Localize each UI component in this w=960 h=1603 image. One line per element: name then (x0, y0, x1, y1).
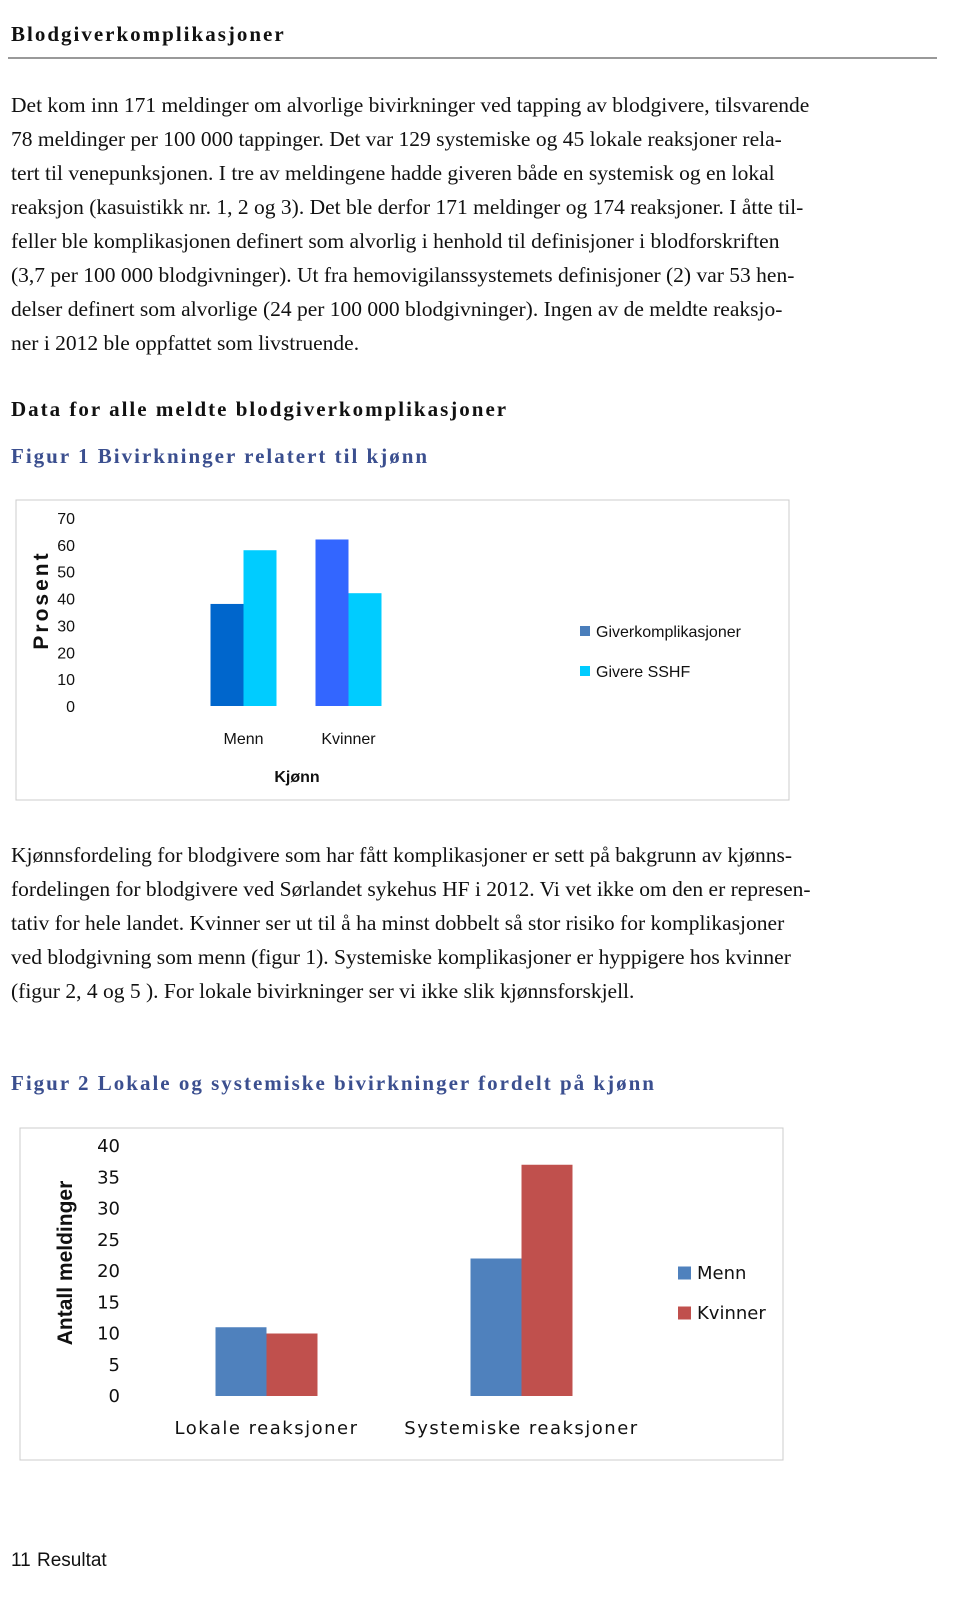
paragraph-line: feller ble komplikasjonen definert som a… (11, 229, 780, 253)
y-tick-label: 60 (57, 538, 75, 555)
bar (215, 1327, 267, 1396)
chart-frame (15, 499, 790, 801)
bar (266, 1333, 318, 1396)
legend-label: Givere SSHF (596, 664, 690, 681)
y-tick-label: 50 (57, 565, 75, 582)
legend-label: Giverkomplikasjoner (596, 624, 742, 641)
y-tick-label: 20 (57, 645, 75, 662)
paragraph-line: 78 meldinger per 100 000 tappinger. Det … (11, 127, 782, 151)
y-tick-label: 40 (97, 1136, 120, 1157)
y-tick-label: 5 (109, 1355, 120, 1376)
x-tick-label: Menn (223, 731, 263, 748)
y-tick-label: 25 (97, 1230, 120, 1251)
section-title: Data for alle meldte blodgiverkomplikasj… (11, 397, 508, 421)
y-tick-label: 15 (97, 1292, 120, 1313)
heading: Blodgiverkomplikasjoner (11, 22, 286, 46)
bar (348, 593, 382, 706)
paragraph-line: fordelingen for blodgivere ved Sørlandet… (11, 877, 811, 901)
y-axis-label: Antall meldinger (54, 1181, 77, 1346)
legend-swatch (580, 666, 590, 676)
figure-caption: Figur 2 Lokale og systemiske bivirkninge… (11, 1071, 656, 1095)
legend-swatch (678, 1306, 691, 1320)
y-tick-label: 0 (109, 1386, 120, 1407)
paragraph-line: tativ for hele landet. Kvinner ser ut ti… (11, 911, 784, 935)
figure-caption: Figur 1 Bivirkninger relatert til kjønn (11, 444, 429, 468)
page-number: 11 (11, 1550, 31, 1571)
legend-swatch (580, 626, 590, 636)
legend-label: Menn (697, 1263, 746, 1284)
bar (210, 603, 244, 706)
y-tick-label: 70 (57, 511, 75, 528)
y-axis-label: Prosent (30, 550, 53, 649)
paragraph-line: ved blodgivning som menn (figur 1). Syst… (11, 945, 791, 969)
bar (470, 1258, 522, 1396)
paragraph-line: Kjønnsfordeling for blodgivere som har f… (11, 843, 792, 867)
x-tick-label: Lokale reaksjoner (175, 1418, 359, 1439)
x-axis-label: Kjønn (274, 769, 319, 786)
y-tick-label: 10 (57, 672, 75, 689)
y-tick-label: 30 (97, 1199, 120, 1220)
paragraph-line: reaksjon (kasuistikk nr. 1, 2 og 3). Det… (11, 195, 803, 219)
x-tick-label: Systemiske reaksjoner (404, 1418, 638, 1439)
y-tick-label: 40 (57, 592, 75, 609)
paragraph-line: (3,7 per 100 000 blodgivninger). Ut fra … (11, 263, 794, 287)
y-tick-label: 10 (97, 1324, 120, 1345)
bar (521, 1164, 573, 1396)
legend-label: Kvinner (697, 1303, 766, 1324)
bar (243, 550, 277, 706)
y-tick-label: 20 (97, 1261, 120, 1282)
x-tick-label: Kvinner (321, 731, 376, 748)
paragraph-line: (figur 2, 4 og 5 ). For lokale bivirknin… (11, 979, 634, 1003)
legend-swatch (678, 1266, 691, 1280)
bar (315, 539, 349, 706)
paragraph-line: delser definert som alvorlige (24 per 10… (11, 297, 782, 321)
y-tick-label: 35 (97, 1167, 120, 1188)
y-tick-label: 0 (66, 699, 75, 716)
paragraph-line: Det kom inn 171 meldinger om alvorlige b… (11, 93, 809, 117)
paragraph-line: tert til venepunksjonen. I tre av meldin… (11, 161, 775, 185)
y-tick-label: 30 (57, 618, 75, 635)
chart-frame (19, 1127, 784, 1461)
paragraph-line: ner i 2012 ble oppfattet som livstruende… (11, 331, 359, 355)
footer-section: Resultat (37, 1550, 107, 1571)
